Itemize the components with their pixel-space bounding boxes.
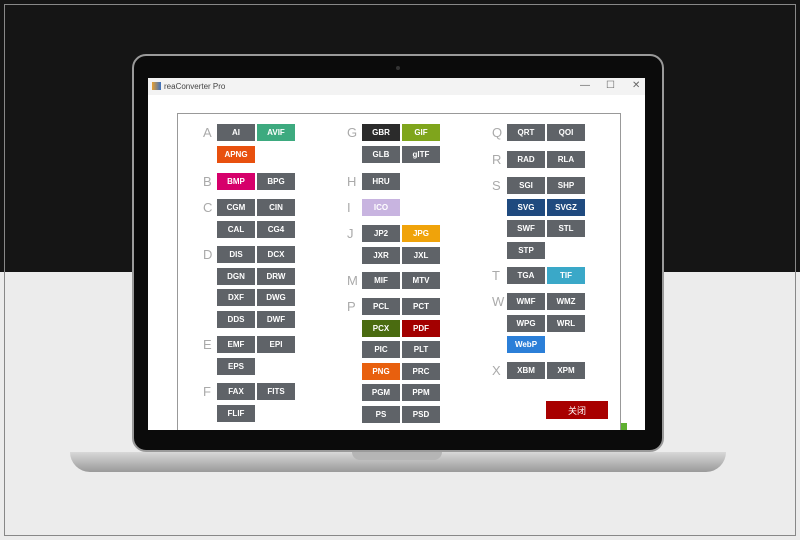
format-button-jpg[interactable]: JPG	[402, 225, 440, 242]
format-button-stp[interactable]: STP	[507, 241, 545, 259]
format-button-swf[interactable]: SWF	[507, 220, 545, 237]
format-button-xpm[interactable]: XPM	[547, 362, 585, 379]
format-button-hru[interactable]: HRU	[362, 173, 400, 190]
section-letter-s: S	[492, 178, 501, 193]
format-button-eps[interactable]: EPS	[217, 357, 255, 375]
format-button-xbm[interactable]: XBM	[507, 362, 545, 379]
section-letter-p: P	[347, 299, 356, 314]
format-button-tga[interactable]: TGA	[507, 267, 545, 284]
format-button-cg4[interactable]: CG4	[257, 220, 295, 238]
format-button-mif[interactable]: MIF	[362, 272, 400, 289]
format-button-pcx[interactable]: PCX	[362, 319, 400, 337]
section-letter-i: I	[347, 200, 351, 215]
section-letter-b: B	[203, 174, 212, 189]
format-button-stl[interactable]: STL	[547, 220, 585, 237]
format-button-wpg[interactable]: WPG	[507, 314, 545, 332]
app-icon	[152, 82, 161, 90]
section-letter-q: Q	[492, 125, 503, 140]
format-button-fits[interactable]: FITS	[257, 383, 295, 400]
format-button-cin[interactable]: CIN	[257, 199, 295, 216]
section-letter-f: F	[203, 384, 211, 399]
section-letter-e: E	[203, 337, 212, 352]
screen: reaConverter Pro — ☐ ✕ 关闭 A AI AVIF APNG B BM…	[148, 78, 645, 430]
format-button-wmf[interactable]: WMF	[507, 293, 545, 310]
format-button-ico[interactable]: ICO	[362, 199, 400, 216]
green-indicator	[621, 423, 627, 430]
section-letter-j: J	[347, 226, 354, 241]
section-letter-t: T	[492, 268, 500, 283]
format-button-bpg[interactable]: BPG	[257, 173, 295, 190]
laptop-notch	[352, 452, 442, 460]
section-letter-g: G	[347, 125, 358, 140]
maximize-button[interactable]: ☐	[606, 80, 615, 91]
format-button-mtv[interactable]: MTV	[402, 272, 440, 289]
formats-dialog: 关闭 A AI AVIF APNG B BMP BPG C CGM CIN CAL CG4 D DIS DC…	[177, 113, 621, 430]
format-button-ps[interactable]: PS	[362, 405, 400, 423]
format-button-plt[interactable]: PLT	[402, 341, 440, 358]
format-button-webp[interactable]: WebP	[507, 336, 545, 353]
format-button-sgi[interactable]: SGI	[507, 177, 545, 194]
format-button-drw[interactable]: DRW	[257, 267, 295, 285]
format-button-qrt[interactable]: QRT	[507, 124, 545, 141]
format-button-shp[interactable]: SHP	[547, 177, 585, 194]
format-button-dds[interactable]: DDS	[217, 310, 255, 328]
laptop-base	[70, 452, 726, 472]
format-button-psd[interactable]: PSD	[402, 405, 440, 423]
format-button-qoi[interactable]: QOI	[547, 124, 585, 141]
format-button-gbr[interactable]: GBR	[362, 124, 400, 141]
format-button-ppm[interactable]: PPM	[402, 384, 440, 401]
format-button-cgm[interactable]: CGM	[217, 199, 255, 216]
format-button-emf[interactable]: EMF	[217, 336, 255, 353]
close-button[interactable]: 关闭	[546, 401, 608, 419]
format-button-pcl[interactable]: PCL	[362, 298, 400, 315]
section-letter-a: A	[203, 125, 212, 140]
section-letter-c: C	[203, 200, 213, 215]
section-letter-x: X	[492, 363, 501, 378]
section-letter-m: M	[347, 273, 358, 288]
section-letter-h: H	[347, 174, 357, 189]
format-button-rla[interactable]: RLA	[547, 151, 585, 168]
format-button-jxr[interactable]: JXR	[362, 246, 400, 264]
format-button-dwf[interactable]: DWF	[257, 310, 295, 328]
section-letter-r: R	[492, 152, 502, 167]
format-button-pic[interactable]: PIC	[362, 341, 400, 358]
format-button-pgm[interactable]: PGM	[362, 384, 400, 401]
format-button-prc[interactable]: PRC	[402, 362, 440, 380]
format-button-wmz[interactable]: WMZ	[547, 293, 585, 310]
minimize-button[interactable]: —	[580, 80, 590, 91]
format-button-pct[interactable]: PCT	[402, 298, 440, 315]
close-window-button[interactable]: ✕	[632, 80, 641, 91]
format-button-apng[interactable]: APNG	[217, 145, 255, 163]
format-button-flif[interactable]: FLIF	[217, 404, 255, 422]
format-button-bmp[interactable]: BMP	[217, 173, 255, 190]
format-button-png[interactable]: PNG	[362, 362, 400, 380]
format-button-dcx[interactable]: DCX	[257, 246, 295, 263]
format-button-ai[interactable]: AI	[217, 124, 255, 141]
format-button-pdf[interactable]: PDF	[402, 319, 440, 337]
camera	[396, 66, 400, 70]
format-button-svgz[interactable]: SVGZ	[547, 198, 585, 216]
section-letter-w: W	[492, 294, 505, 309]
format-button-avif[interactable]: AVIF	[257, 124, 295, 141]
format-button-cal[interactable]: CAL	[217, 220, 255, 238]
format-button-gltf[interactable]: glTF	[402, 145, 440, 163]
format-button-epi[interactable]: EPI	[257, 336, 295, 353]
format-button-gif[interactable]: GIF	[402, 124, 440, 141]
format-button-fax[interactable]: FAX	[217, 383, 255, 400]
format-button-dxf[interactable]: DXF	[217, 289, 255, 306]
format-button-svg[interactable]: SVG	[507, 198, 545, 216]
format-button-dwg[interactable]: DWG	[257, 289, 295, 306]
format-button-jp2[interactable]: JP2	[362, 225, 400, 242]
window-title: reaConverter Pro	[164, 82, 226, 91]
format-button-wrl[interactable]: WRL	[547, 314, 585, 332]
format-button-dis[interactable]: DIS	[217, 246, 255, 263]
format-button-tif[interactable]: TIF	[547, 267, 585, 284]
format-button-jxl[interactable]: JXL	[402, 246, 440, 264]
format-button-rad[interactable]: RAD	[507, 151, 545, 168]
title-bar: reaConverter Pro — ☐ ✕	[148, 78, 645, 95]
format-button-dgn[interactable]: DGN	[217, 267, 255, 285]
format-button-glb[interactable]: GLB	[362, 145, 400, 163]
section-letter-d: D	[203, 247, 213, 262]
